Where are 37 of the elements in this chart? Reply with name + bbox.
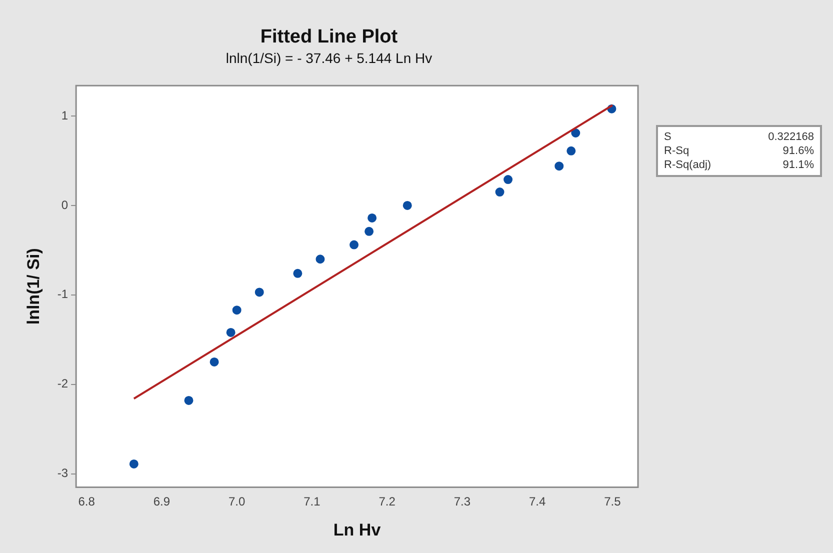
y-tick-label: 1: [61, 108, 68, 122]
point: [495, 188, 504, 197]
point: [402, 200, 412, 210]
text: R-Sq(adj) 91.1%: [664, 159, 814, 171]
x-tick-label: 7.3: [454, 494, 471, 509]
point: [226, 328, 236, 337]
point: [364, 226, 374, 236]
chart-subtitle: lnln(1/Si) = - 37.46 + 5.144 Ln Hv: [226, 50, 432, 66]
x-tick-label: 7.5: [604, 494, 622, 509]
point: [350, 240, 359, 250]
point: [210, 357, 219, 366]
x-tick-label: 7.1: [304, 494, 321, 509]
x-tick-label: 7.0: [228, 494, 246, 509]
x-tick-label: 7.4: [528, 494, 546, 509]
point: [293, 268, 302, 278]
text: S 0.322168: [664, 131, 814, 143]
x-tick-label: 6.9: [153, 494, 170, 509]
y-tick-label: -2: [57, 376, 68, 391]
point: [184, 396, 194, 405]
point: [316, 254, 325, 264]
y-tick-label: 0: [61, 198, 68, 212]
chart-title: Fitted Line Plot: [260, 26, 398, 48]
x-tick-label: 6.8: [78, 494, 96, 509]
point: [254, 288, 264, 297]
point: [129, 459, 138, 468]
point: [554, 162, 564, 171]
y-tick-label: -3: [57, 466, 68, 480]
point: [368, 213, 377, 222]
point: [571, 128, 580, 138]
x-tick-label: 7.2: [378, 494, 396, 509]
point: [566, 146, 576, 156]
point: [232, 306, 242, 315]
y-axis-title: lnln(1/ Si): [24, 248, 43, 325]
text: R-Sq 91.6%: [664, 145, 814, 157]
x-axis-title: Ln Hv: [333, 520, 382, 540]
point: [504, 175, 513, 184]
y-tick-label: -1: [57, 287, 68, 302]
